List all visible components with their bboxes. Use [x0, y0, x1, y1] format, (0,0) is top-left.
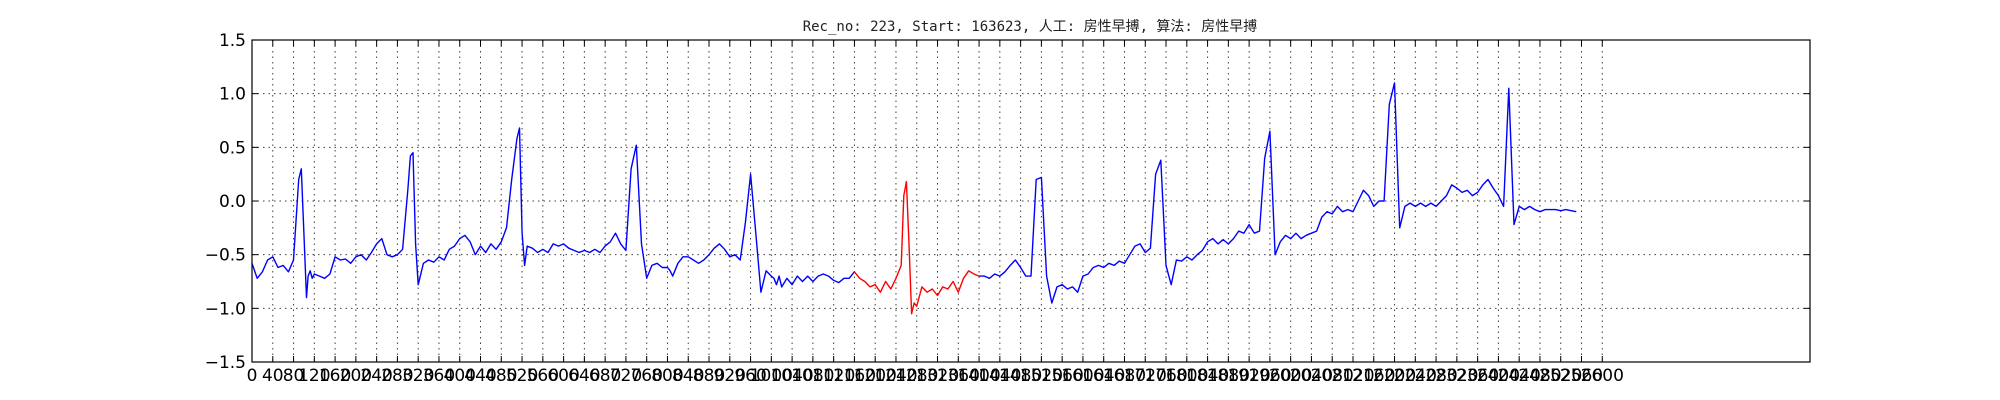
x-tick-label: 1600 [1061, 366, 1104, 386]
x-tick-label: 760 [630, 366, 662, 386]
chart-title: Rec_no: 223, Start: 163623, 人工: 房性早搏, 算法… [803, 18, 1258, 35]
x-tick-label: 2000 [1269, 366, 1312, 386]
x-tick-label: 2600 [1581, 366, 1624, 386]
x-tick-label: 800 [651, 366, 683, 386]
x-tick-label: 1760 [1144, 366, 1187, 386]
x-tick-label: 1680 [1103, 366, 1146, 386]
x-tick-label: 240 [360, 366, 392, 386]
x-tick-label: 880 [693, 366, 725, 386]
x-tick-label: 1400 [957, 366, 1000, 386]
x-tick-label: 2160 [1352, 366, 1395, 386]
x-tick-label: 1720 [1124, 366, 1167, 386]
x-tick-label: 2120 [1331, 366, 1374, 386]
x-tick-label: 920 [714, 366, 746, 386]
series-layer [251, 82, 1577, 315]
y-tick-label: 1.5 [219, 31, 246, 51]
x-tick-label: 1040 [770, 366, 813, 386]
x-tick-label: 640 [568, 366, 600, 386]
x-tick-label: 1440 [978, 366, 1021, 386]
x-tick-label: 1800 [1165, 366, 1208, 386]
y-tick-label: −0.5 [205, 246, 246, 266]
x-tick-label: 2520 [1539, 366, 1582, 386]
ecg-series-line-1 [251, 127, 855, 299]
x-tick-label: 1840 [1186, 366, 1229, 386]
x-tick-label: 2080 [1311, 366, 1354, 386]
x-tick-label: 2240 [1394, 366, 1437, 386]
x-tick-label: 1160 [833, 366, 876, 386]
x-tick-label: 2400 [1477, 366, 1520, 386]
y-axis: −1.5 −1.0 −0.5 0.0 0.5 1.0 1.5 [205, 31, 1810, 373]
x-tick-label: 1280 [895, 366, 938, 386]
x-tick-label: 1560 [1041, 366, 1084, 386]
x-tick-label: 560 [527, 366, 559, 386]
x-tick-label: 1320 [916, 366, 959, 386]
x-tick-label: 2560 [1560, 366, 1603, 386]
x-tick-label: 1000 [750, 366, 793, 386]
x-tick-label: 1240 [874, 366, 917, 386]
x-tick-label: 1880 [1207, 366, 1250, 386]
plot-frame [251, 39, 1811, 363]
x-tick-label: 1360 [937, 366, 980, 386]
y-tick-label: 1.0 [219, 85, 246, 105]
x-tick-label: 720 [610, 366, 642, 386]
ecg-series-line-2 [853, 180, 980, 315]
x-tick-label: 520 [506, 366, 538, 386]
x-tick-label: 480 [485, 366, 517, 386]
x-tick-label: 1520 [1020, 366, 1063, 386]
x-tick-label: 1640 [1082, 366, 1125, 386]
grid-lines [252, 40, 1810, 362]
x-tick-label: 2040 [1290, 366, 1333, 386]
x-tick-label: 600 [547, 366, 579, 386]
x-tick-label: 160 [319, 366, 351, 386]
x-tick-label: 960 [734, 366, 766, 386]
x-tick-label: 1480 [999, 366, 1042, 386]
x-tick-label: 0 [247, 366, 258, 386]
ecg-series-line-3 [979, 82, 1577, 304]
x-tick-label: 200 [340, 366, 372, 386]
x-tick-label: 2360 [1456, 366, 1499, 386]
y-tick-label: 0.0 [219, 192, 246, 212]
x-tick-label: 2320 [1435, 366, 1478, 386]
x-tick-label: 1920 [1227, 366, 1270, 386]
x-tick-label: 40 [262, 366, 284, 386]
x-tick-label: 320 [402, 366, 434, 386]
x-tick-label: 400 [444, 366, 476, 386]
x-tick-label: 1960 [1248, 366, 1291, 386]
x-tick-label: 2200 [1373, 366, 1416, 386]
y-tick-label: −1.0 [205, 299, 246, 319]
x-tick-label: 680 [589, 366, 621, 386]
x-tick-label: 840 [672, 366, 704, 386]
x-tick-label: 2440 [1498, 366, 1541, 386]
x-tick-label: 440 [464, 366, 496, 386]
x-tick-label: 1200 [854, 366, 897, 386]
x-tick-label: 120 [298, 366, 330, 386]
x-tick-label: 80 [283, 366, 305, 386]
x-tick-label: 1120 [812, 366, 855, 386]
x-tick-label: 1080 [791, 366, 834, 386]
x-tick-label: 280 [381, 366, 413, 386]
y-tick-label: 0.5 [219, 138, 246, 158]
x-axis: 0 40 8012016020024028032036040044048052056… [247, 40, 1624, 386]
x-tick-label: 2280 [1414, 366, 1457, 386]
x-tick-label: 360 [423, 366, 455, 386]
y-tick-label: −1.5 [205, 353, 246, 373]
x-tick-label: 2480 [1518, 366, 1561, 386]
